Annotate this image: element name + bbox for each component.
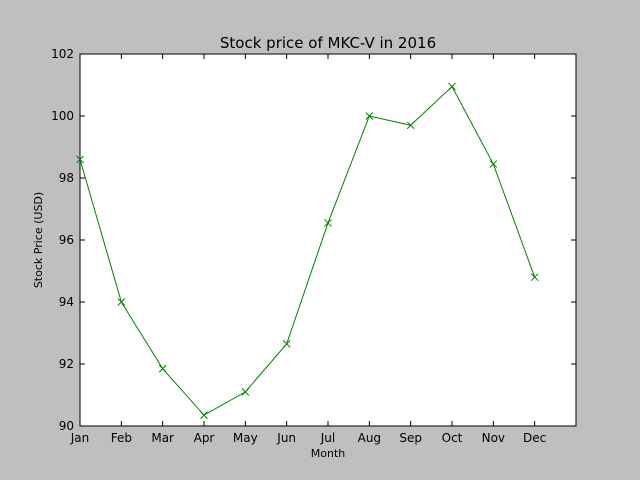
data-point-marker (117, 298, 126, 306)
y-tick-label: 90 (59, 419, 74, 433)
y-axis-label: Stock Price (USD) (32, 192, 45, 288)
x-tick-label: Jan (70, 431, 90, 445)
data-point-marker (530, 273, 539, 282)
x-tick-label: Aug (358, 431, 381, 445)
x-axis: Jan Feb Mar Apr May Jun Jul Aug Sep Oct Nov Dec (70, 54, 546, 445)
x-tick-label: Sep (399, 431, 422, 445)
x-tick-label: Mar (151, 431, 174, 445)
data-point-marker (448, 82, 456, 91)
chart-title: Stock price of MKC-V in 2016 (220, 34, 436, 52)
x-tick-label: Oct (442, 431, 463, 445)
data-point-marker (200, 411, 208, 420)
data-point-marker (365, 112, 374, 120)
y-tick-label: 102 (51, 47, 74, 61)
y-tick-label: 94 (59, 295, 74, 309)
x-tick-label: Dec (523, 431, 546, 445)
plot-area (79, 53, 577, 427)
data-point-marker (489, 160, 498, 168)
y-tick-label: 96 (59, 233, 74, 247)
y-tick-label: 92 (59, 357, 74, 371)
data-point-marker (158, 364, 167, 373)
y-tick-label: 100 (51, 109, 74, 123)
data-point-marker (324, 219, 332, 227)
y-axis: 90 92 94 96 98 100 102 (51, 47, 576, 433)
data-point-marker (282, 339, 291, 348)
data-point-marker (241, 388, 250, 396)
x-tick-label: Feb (111, 431, 132, 445)
x-axis-label: Month (311, 447, 346, 460)
x-tick-label: Apr (194, 431, 215, 445)
x-tick-label: May (233, 431, 258, 445)
series-line (79, 85, 536, 416)
x-tick-label: Nov (482, 431, 505, 445)
x-tick-label: Jun (276, 431, 296, 445)
data-point-marker (76, 155, 84, 164)
x-tick-label: Jul (320, 431, 335, 445)
series-markers (76, 82, 539, 420)
y-tick-label: 98 (59, 171, 74, 185)
data-point-marker (406, 121, 415, 130)
